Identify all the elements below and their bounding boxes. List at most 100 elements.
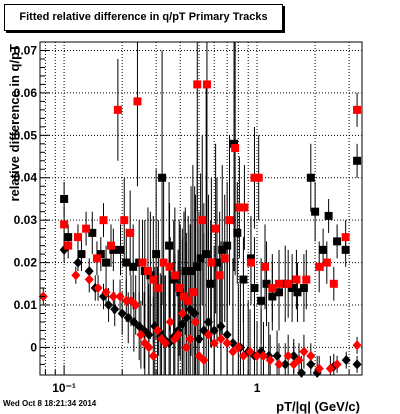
y-tick-label: 0.05 (14, 128, 38, 142)
square-marker (120, 216, 129, 225)
diamond-marker (289, 350, 299, 361)
diamond-marker (136, 329, 146, 340)
square-marker (187, 267, 196, 276)
square-marker (292, 275, 301, 284)
square-marker (341, 245, 350, 254)
diamond-marker (104, 300, 114, 311)
y-tick-label: 0 (30, 340, 37, 354)
square-marker (275, 288, 284, 297)
diamond-marker (306, 359, 316, 370)
square-marker (202, 250, 211, 259)
diamond-marker (115, 291, 125, 302)
diamond-marker (283, 350, 293, 361)
square-marker (64, 233, 73, 242)
square-marker (181, 267, 190, 276)
diamond-marker (274, 359, 284, 370)
square-marker (315, 262, 324, 271)
axis-ticks (40, 49, 350, 375)
diamond-marker (209, 338, 219, 349)
square-marker (170, 271, 179, 280)
square-marker (230, 139, 239, 148)
y-tick-label: 0.01 (14, 298, 38, 312)
square-marker (306, 173, 315, 182)
diamond-marker (129, 316, 139, 327)
diamond-marker (228, 338, 238, 349)
square-marker (146, 271, 155, 280)
diamond-marker (71, 270, 81, 281)
diamond-marker (280, 359, 290, 370)
y-tick-label: 0.04 (14, 171, 38, 185)
square-marker (176, 288, 185, 297)
diamond-marker (73, 257, 83, 268)
diamond-marker (121, 295, 131, 306)
square-marker (288, 284, 297, 293)
square-marker (231, 144, 240, 153)
x-axis-title: pT/|q| (GeV/c) (276, 399, 360, 414)
diamond-marker (177, 308, 187, 319)
square-marker (215, 271, 224, 280)
square-marker (246, 254, 255, 263)
square-marker (113, 105, 122, 114)
diamond-marker (194, 333, 204, 344)
diamond-marker (203, 329, 213, 340)
diamond-marker (306, 350, 316, 361)
square-marker (240, 203, 249, 212)
square-marker (60, 194, 69, 203)
diamond-marker (144, 329, 154, 340)
diamond-marker (341, 355, 351, 366)
diamond-marker (185, 333, 195, 344)
square-marker (88, 228, 97, 237)
square-marker (193, 262, 202, 271)
diamond-marker (177, 319, 187, 330)
tick-labels: 0 0.01 0.02 0.03 0.04 0.05 0.06 0.07 10⁻¹ 1 (14, 43, 261, 395)
square-marker (159, 258, 168, 267)
square-marker (235, 203, 244, 212)
diamond-marker (131, 300, 141, 311)
diamond-marker (173, 329, 183, 340)
square-marker (169, 275, 178, 284)
square-marker (341, 233, 350, 242)
square-marker (211, 224, 220, 233)
diamond-marker (93, 283, 103, 294)
diamond-marker (203, 316, 213, 327)
square-marker (218, 245, 227, 254)
diamond-marker (84, 274, 94, 285)
x-tick-label: 10⁻¹ (52, 381, 76, 395)
square-marker (246, 258, 255, 267)
square-marker (319, 245, 328, 254)
diamond-marker (228, 346, 238, 357)
square-marker (293, 288, 302, 297)
square-marker (73, 233, 82, 242)
square-marker (122, 258, 131, 267)
square-marker (250, 284, 259, 293)
diamond-marker (199, 355, 209, 366)
diamond-marker (294, 355, 304, 366)
diamond-marker (233, 342, 243, 353)
square-marker (311, 207, 320, 216)
y-tick-label: 0.07 (14, 43, 38, 57)
diamond-marker (299, 346, 309, 357)
square-marker (143, 267, 152, 276)
square-marker (207, 258, 216, 267)
square-marker (261, 262, 270, 271)
square-marker (106, 241, 115, 250)
diamond-marker (238, 350, 248, 361)
diamond-marker (325, 363, 335, 374)
square-marker (165, 262, 174, 271)
square-marker (262, 279, 271, 288)
diamond-marker (191, 316, 201, 327)
square-marker (202, 80, 211, 89)
square-marker (109, 245, 118, 254)
diamond-marker (222, 338, 232, 349)
diamond-marker (101, 287, 111, 298)
square-marker (102, 258, 111, 267)
square-marker (223, 241, 232, 250)
square-marker (129, 262, 138, 271)
square-marker (165, 241, 174, 250)
data-markers (38, 80, 362, 378)
diamond-marker (245, 346, 255, 357)
title-box: Fitted relative difference in q/pT Prima… (4, 4, 283, 31)
square-marker (284, 279, 293, 288)
square-marker (99, 216, 108, 225)
